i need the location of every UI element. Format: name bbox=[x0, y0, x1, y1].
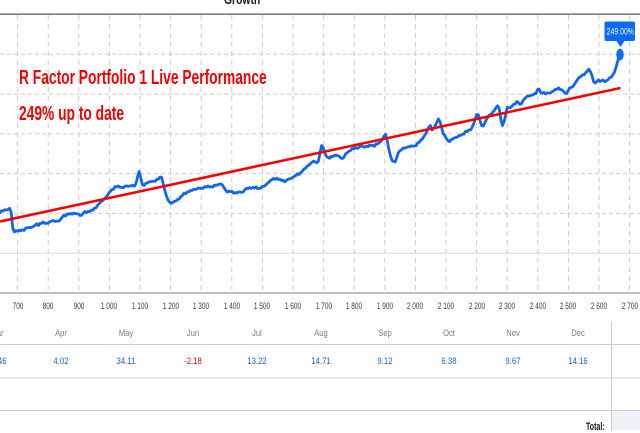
svg-text:249.00%: 249.00% bbox=[607, 25, 635, 36]
